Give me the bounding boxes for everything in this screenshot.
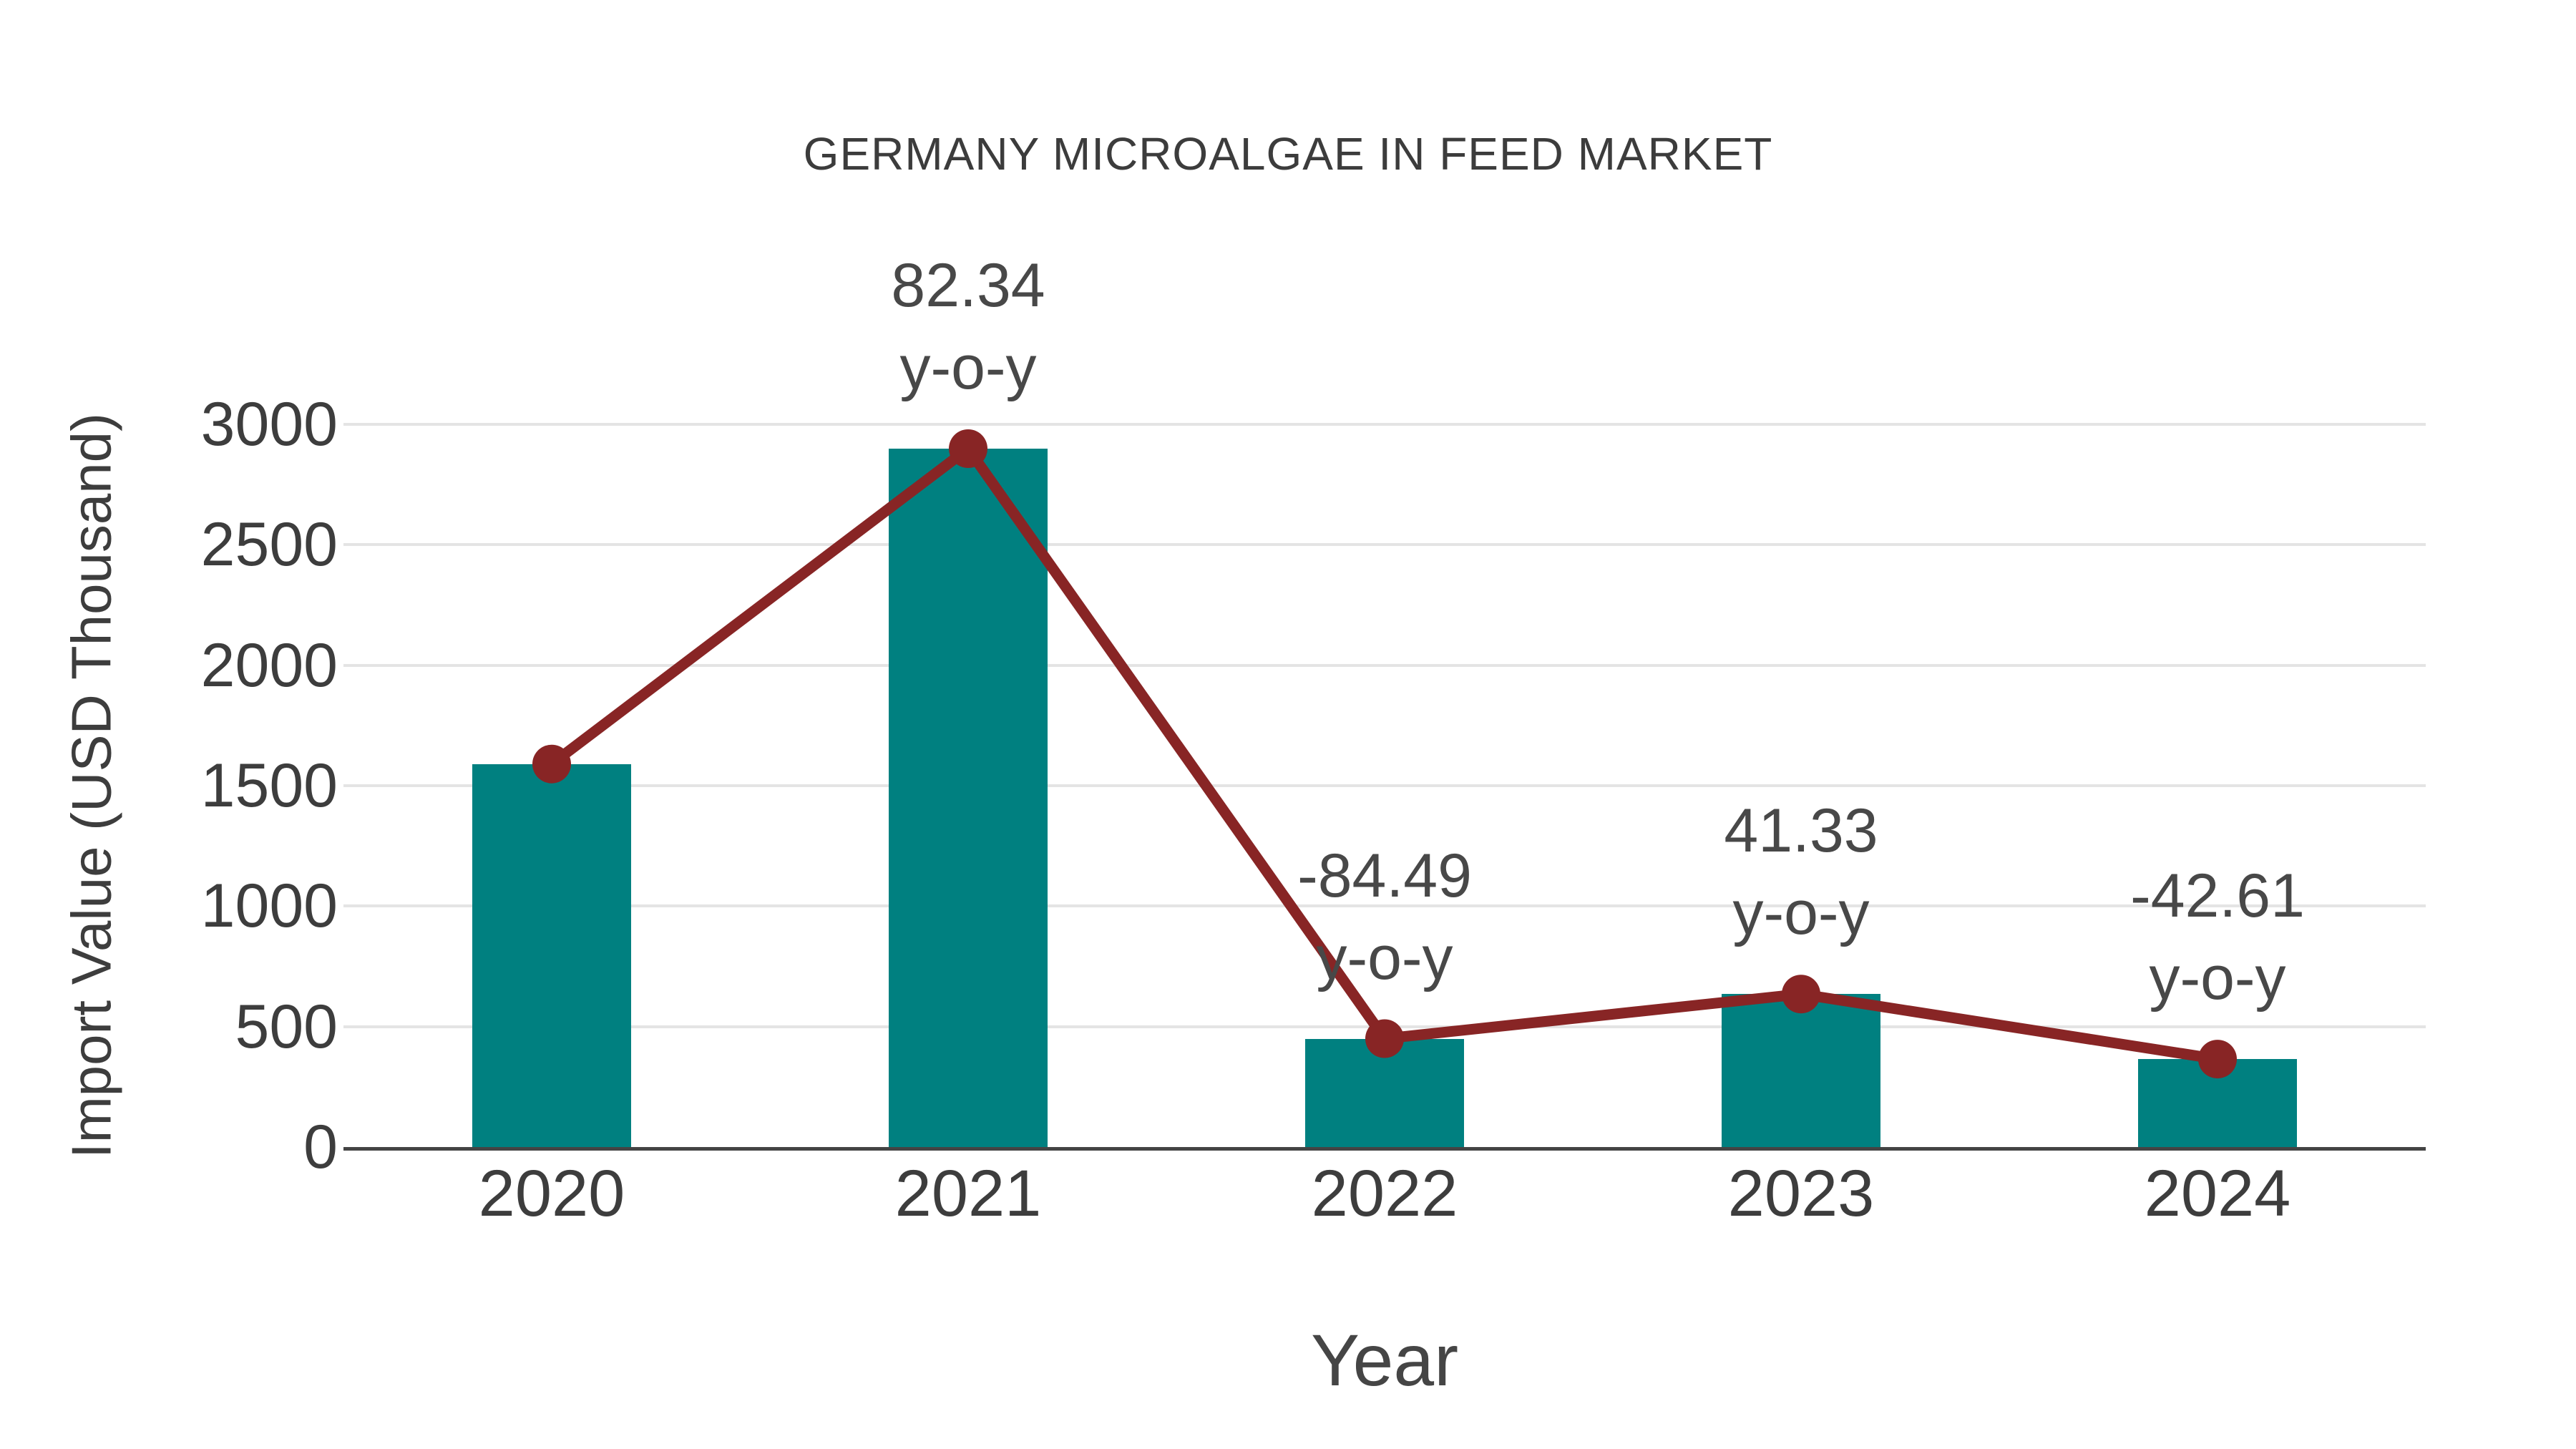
yoy-label-2023: 41.33 y-o-y — [1724, 796, 1878, 947]
x-tick-label-2021: 2021 — [894, 1157, 1042, 1230]
x-tick-label-2022: 2022 — [1311, 1157, 1458, 1230]
x-tick-label-2024: 2024 — [2144, 1157, 2291, 1230]
gridline-y-2000 — [343, 664, 2426, 667]
bar-2021 — [889, 449, 1048, 1148]
y-tick-label: 1000 — [200, 872, 338, 940]
x-axis-title: Year — [1310, 1319, 1459, 1401]
data-point-2020 — [532, 744, 571, 784]
y-tick-label: 0 — [303, 1113, 338, 1181]
yoy-label-2022: -84.49 y-o-y — [1297, 841, 1472, 992]
y-tick-label: 500 — [235, 992, 338, 1061]
gridline-y-1000 — [343, 904, 2426, 907]
data-point-2022 — [1365, 1019, 1404, 1058]
x-tick-label-2020: 2020 — [478, 1157, 625, 1230]
y-tick-label: 2500 — [200, 510, 338, 579]
chart-title: GERMANY MICROALGAE IN FEED MARKET — [803, 128, 1773, 180]
gridline-y-1500 — [343, 784, 2426, 787]
data-point-2024 — [2198, 1040, 2237, 1079]
data-point-2021 — [949, 429, 987, 469]
yoy-label-2024: -42.61 y-o-y — [2130, 862, 2305, 1013]
gridline-y-2500 — [343, 543, 2426, 546]
y-tick-label: 1500 — [200, 751, 338, 820]
gridline-y-3000 — [343, 423, 2426, 426]
y-tick-label: 3000 — [200, 390, 338, 459]
bar-2020 — [472, 764, 631, 1148]
y-tick-label: 2000 — [200, 631, 338, 700]
x-tick-label-2023: 2023 — [1727, 1157, 1875, 1230]
bar-2023 — [1722, 994, 1880, 1148]
data-point-2023 — [1782, 975, 1820, 1014]
x-axis-line — [343, 1147, 2426, 1151]
yoy-label-2021: 82.34 y-o-y — [891, 251, 1045, 402]
